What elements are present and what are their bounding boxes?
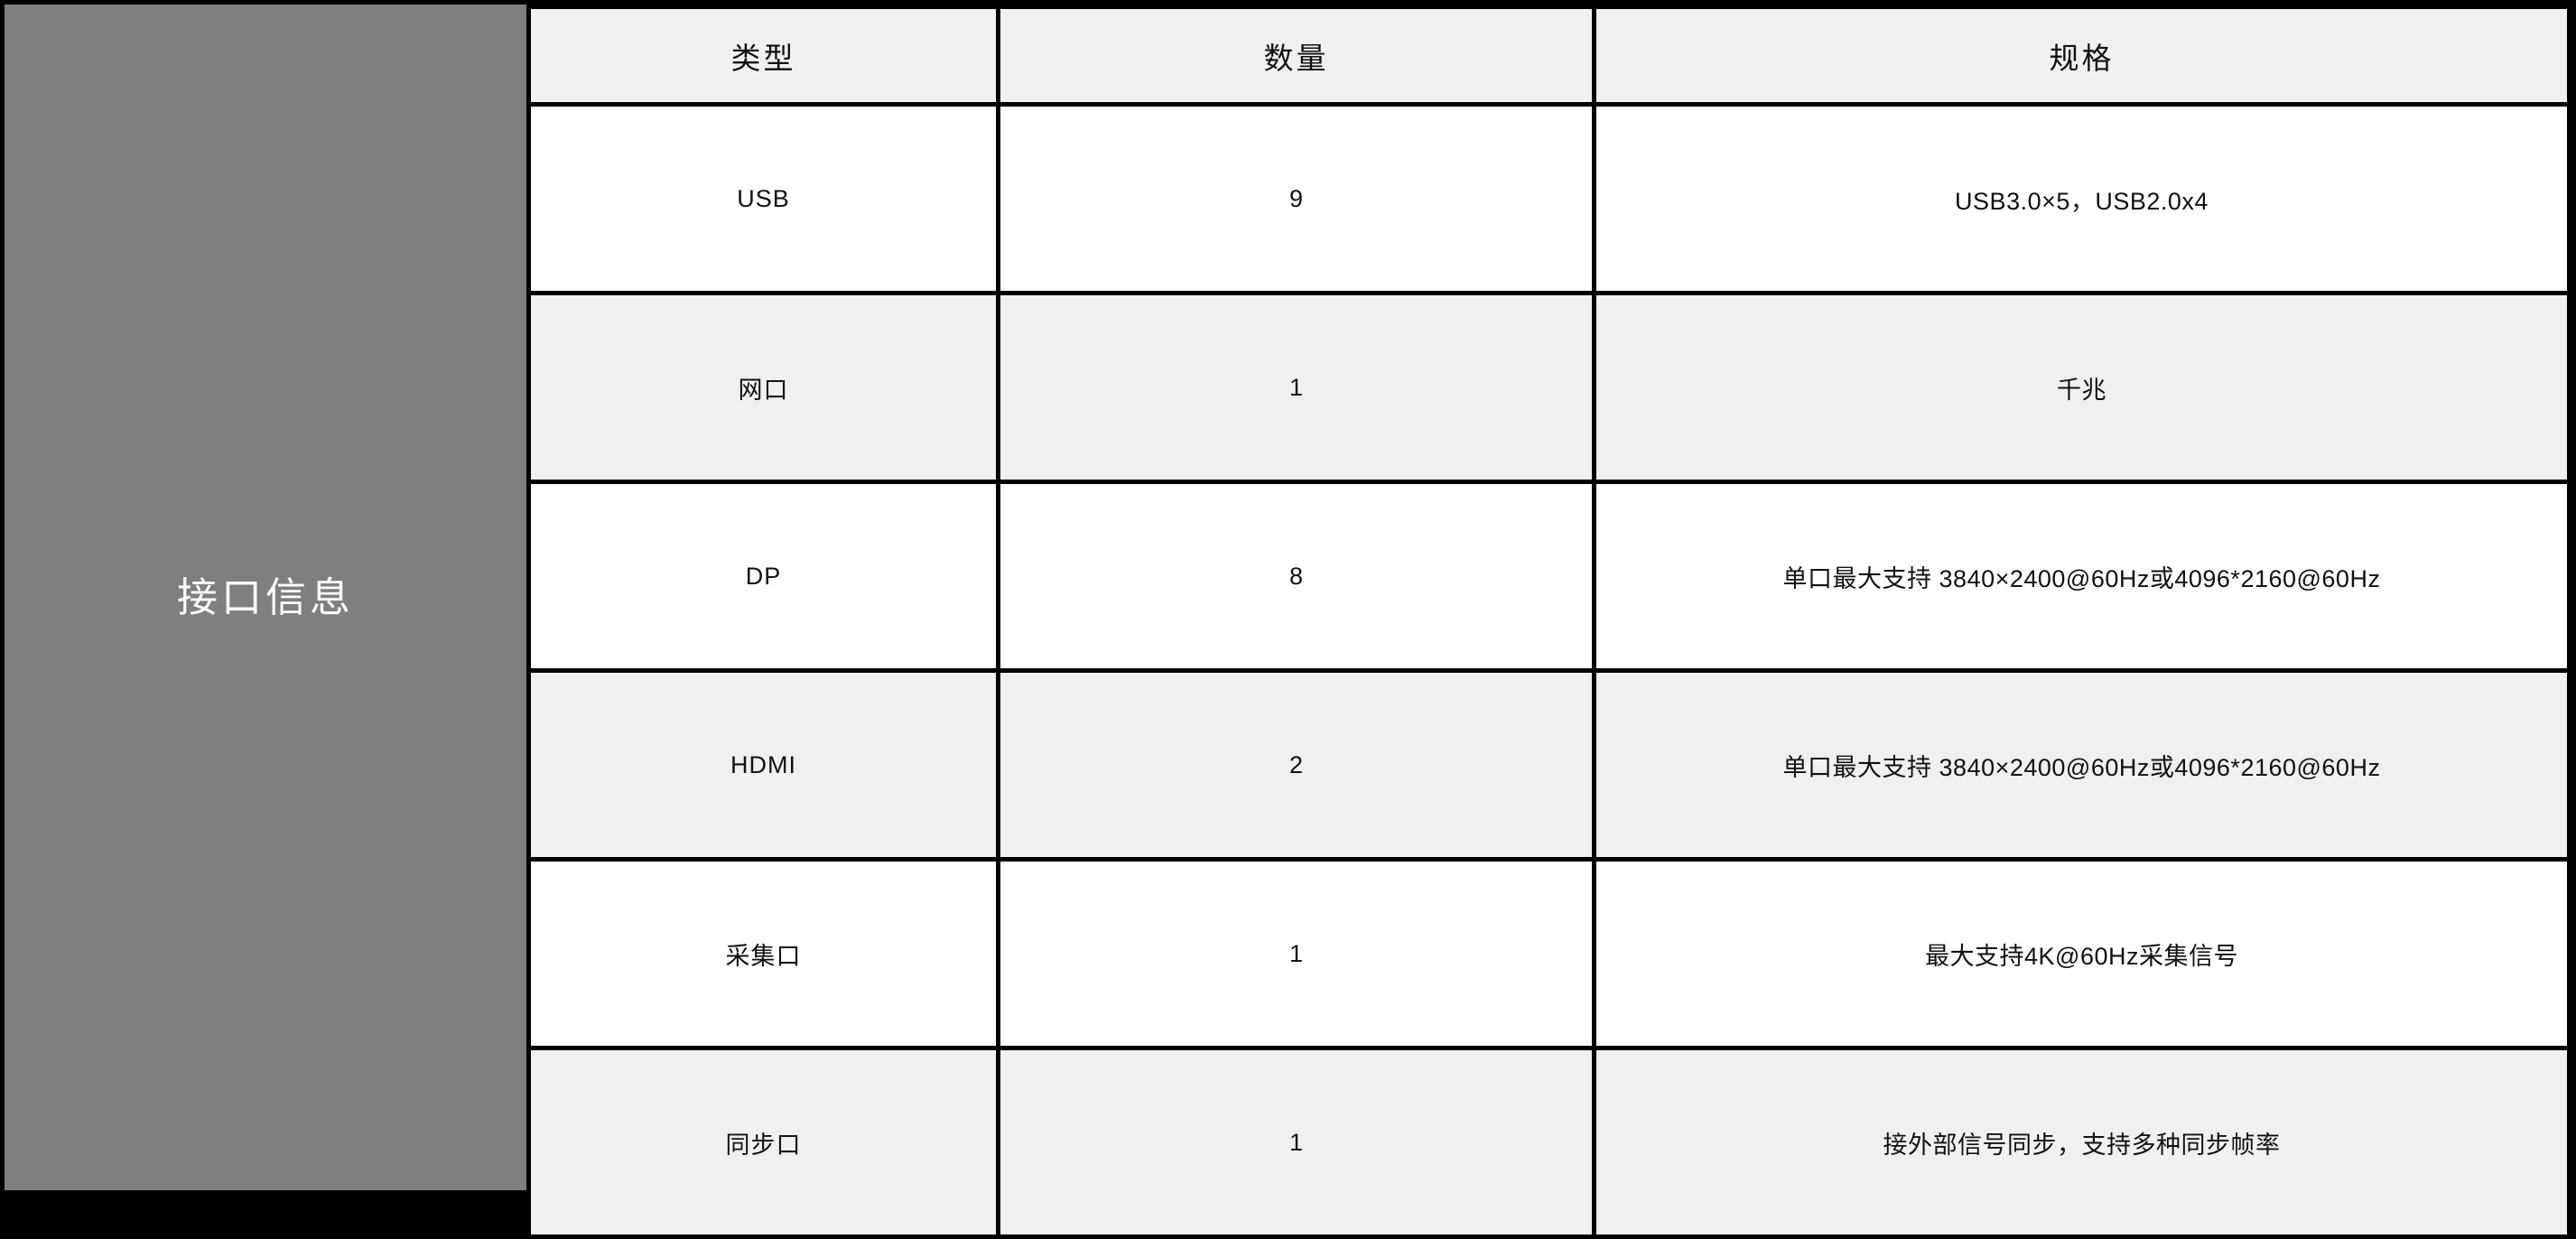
- interface-spec-table: 类型 数量 规格 USB 9 USB3.0×5，USB2.0x4 网口 1 千兆…: [526, 5, 2571, 1239]
- cell-quantity: 9: [1000, 107, 1592, 291]
- cell-spec: 单口最大支持 3840×2400@60Hz或4096*2160@60Hz: [1596, 673, 2567, 857]
- column-header-type: 类型: [531, 9, 996, 102]
- section-label-text: 接口信息: [176, 573, 354, 620]
- spec-table-container: 类型 数量 规格 USB 9 USB3.0×5，USB2.0x4 网口 1 千兆…: [526, 0, 2576, 1239]
- table-row: DP 8 单口最大支持 3840×2400@60Hz或4096*2160@60H…: [531, 484, 2567, 668]
- table-row: 同步口 1 接外部信号同步，支持多种同步帧率: [531, 1050, 2567, 1234]
- cell-quantity: 2: [1000, 673, 1592, 857]
- cell-type: 同步口: [531, 1050, 996, 1234]
- column-header-spec: 规格: [1596, 9, 2567, 102]
- table-row: USB 9 USB3.0×5，USB2.0x4: [531, 107, 2567, 291]
- cell-type: DP: [531, 484, 996, 668]
- cell-spec: 单口最大支持 3840×2400@60Hz或4096*2160@60Hz: [1596, 484, 2567, 668]
- table-body: USB 9 USB3.0×5，USB2.0x4 网口 1 千兆 DP 8 单口最…: [531, 107, 2567, 1234]
- table-row: 网口 1 千兆: [531, 295, 2567, 480]
- cell-type: 网口: [531, 295, 996, 480]
- cell-spec: 最大支持4K@60Hz采集信号: [1596, 862, 2567, 1046]
- cell-spec: USB3.0×5，USB2.0x4: [1596, 107, 2567, 291]
- cell-type: HDMI: [531, 673, 996, 857]
- table-header: 类型 数量 规格: [531, 9, 2567, 102]
- cell-spec: 接外部信号同步，支持多种同步帧率: [1596, 1050, 2567, 1234]
- column-header-quantity: 数量: [1000, 9, 1592, 102]
- section-label-panel: 接口信息: [0, 0, 526, 1195]
- cell-spec: 千兆: [1596, 295, 2567, 480]
- cell-type: 采集口: [531, 862, 996, 1046]
- cell-type: USB: [531, 107, 996, 291]
- cell-quantity: 1: [1000, 295, 1592, 480]
- cell-quantity: 1: [1000, 862, 1592, 1046]
- table-row: 采集口 1 最大支持4K@60Hz采集信号: [531, 862, 2567, 1046]
- table-row: HDMI 2 单口最大支持 3840×2400@60Hz或4096*2160@6…: [531, 673, 2567, 857]
- table-header-row: 类型 数量 规格: [531, 9, 2567, 102]
- cell-quantity: 1: [1000, 1050, 1592, 1234]
- cell-quantity: 8: [1000, 484, 1592, 668]
